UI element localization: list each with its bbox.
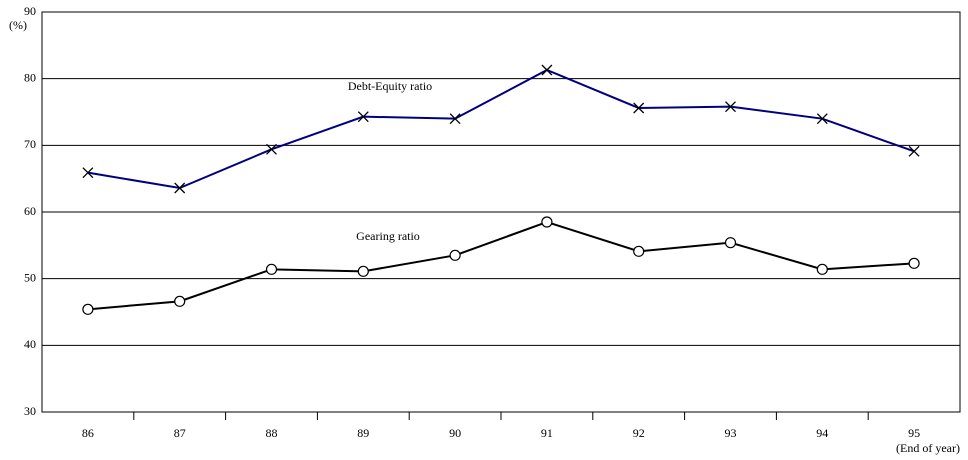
y-tick-label: 60 — [24, 204, 36, 218]
x-unit: (End of year) — [896, 441, 960, 455]
point-marker — [908, 145, 920, 157]
x-tick-label: 94 — [816, 426, 828, 440]
point-marker — [816, 263, 828, 275]
point-marker — [357, 265, 369, 277]
point-marker — [449, 113, 461, 125]
y-tick-label: 70 — [24, 137, 36, 151]
y-tick-label: 40 — [24, 337, 36, 351]
x-tick-label: 90 — [449, 426, 461, 440]
series-label: Debt-Equity ratio — [348, 79, 432, 93]
point-marker — [174, 295, 186, 307]
x-tick-label: 86 — [82, 426, 94, 440]
point-marker — [908, 257, 920, 269]
point-marker — [82, 167, 94, 179]
y-tick-label: 80 — [24, 70, 36, 84]
point-marker — [633, 102, 645, 114]
point-marker — [541, 64, 553, 76]
x-tick-label: 89 — [357, 426, 369, 440]
x-tick-label: 88 — [266, 426, 278, 440]
point-marker — [541, 216, 553, 228]
point-marker — [724, 237, 737, 249]
point-marker — [633, 245, 645, 257]
point-marker — [357, 111, 369, 123]
y-tick-label: 30 — [24, 404, 36, 418]
x-tick-label: 87 — [174, 426, 186, 440]
series-label: Gearing ratio — [356, 229, 420, 243]
point-marker — [265, 263, 278, 275]
point-marker — [174, 182, 186, 194]
x-tick-label: 92 — [633, 426, 645, 440]
point-marker — [816, 113, 828, 125]
y-unit: (%) — [9, 18, 27, 32]
x-tick-label: 95 — [908, 426, 920, 440]
point-marker — [449, 249, 461, 261]
y-tick-label: 50 — [24, 270, 36, 284]
y-tick-label: 90 — [24, 4, 36, 18]
x-tick-label: 93 — [725, 426, 737, 440]
x-tick-label: 91 — [541, 426, 553, 440]
series-line — [87, 68, 915, 190]
series-line — [87, 220, 915, 311]
point-marker — [266, 143, 277, 155]
point-marker — [725, 101, 736, 113]
point-marker — [82, 303, 94, 315]
